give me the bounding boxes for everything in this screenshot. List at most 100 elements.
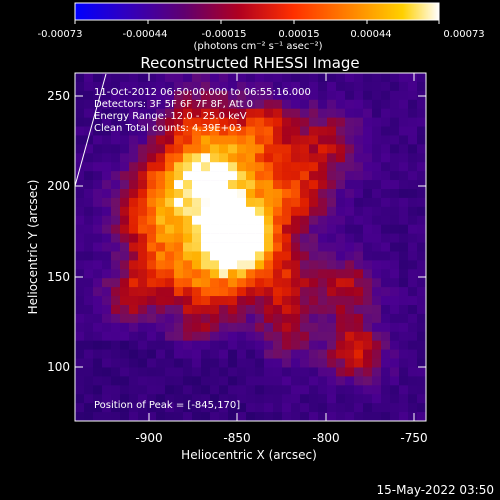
image-pixel: [147, 260, 157, 270]
image-pixel: [174, 162, 184, 172]
image-pixel: [192, 349, 202, 359]
image-pixel: [408, 224, 418, 234]
image-pixel: [336, 412, 346, 421]
image-pixel: [309, 81, 319, 92]
image-pixel: [228, 73, 238, 83]
image-pixel: [291, 233, 301, 243]
image-pixel: [273, 296, 283, 306]
image-pixel: [165, 180, 175, 190]
image-pixel: [345, 180, 355, 190]
image-pixel: [147, 189, 157, 199]
image-pixel: [120, 215, 130, 225]
image-pixel: [345, 215, 355, 225]
image-pixel: [345, 340, 355, 350]
image-pixel: [363, 144, 373, 154]
image-pixel: [354, 287, 364, 297]
image-pixel: [75, 233, 85, 243]
image-pixel: [336, 189, 346, 199]
image-pixel: [264, 269, 274, 279]
image-pixel: [129, 73, 139, 83]
image-pixel: [120, 269, 130, 279]
image-pixel: [129, 269, 139, 279]
image-pixel: [84, 269, 94, 279]
image-pixel: [147, 215, 157, 225]
image-pixel: [291, 153, 301, 163]
image-pixel: [192, 269, 202, 279]
image-pixel: [228, 349, 238, 359]
image-pixel: [174, 269, 184, 279]
image-pixel: [156, 180, 166, 190]
image-pixel: [327, 206, 337, 217]
image-pixel: [165, 322, 175, 333]
image-pixel: [237, 287, 247, 297]
image-pixel: [255, 126, 265, 136]
image-pixel: [147, 224, 157, 234]
image-pixel: [327, 81, 337, 92]
image-pixel: [399, 73, 409, 83]
image-pixel: [300, 394, 310, 404]
detectors-text: Detectors: 3F 5F 6F 7F 8F, Att 0: [94, 99, 253, 110]
image-pixel: [363, 153, 373, 163]
image-pixel: [408, 385, 418, 395]
image-pixel: [156, 99, 166, 109]
image-pixel: [138, 376, 148, 386]
image-pixel: [174, 73, 184, 83]
image-pixel: [417, 242, 426, 252]
image-pixel: [390, 81, 400, 92]
image-pixel: [210, 251, 220, 261]
image-pixel: [327, 322, 337, 333]
image-pixel: [336, 197, 346, 208]
image-pixel: [264, 108, 274, 118]
image-pixel: [273, 376, 283, 386]
image-pixel: [381, 296, 391, 306]
image-pixel: [192, 153, 202, 163]
image-pixel: [183, 305, 193, 315]
image-pixel: [273, 117, 283, 127]
image-pixel: [111, 340, 121, 350]
image-pixel: [75, 197, 85, 208]
image-pixel: [282, 215, 292, 225]
image-pixel: [237, 233, 247, 243]
image-pixel: [372, 376, 382, 386]
image-pixel: [390, 331, 400, 341]
image-pixel: [354, 90, 364, 101]
image-pixel: [120, 180, 130, 190]
image-pixel: [255, 180, 265, 190]
image-pixel: [111, 367, 121, 377]
image-pixel: [156, 135, 166, 145]
image-pixel: [156, 171, 166, 181]
image-pixel: [219, 349, 229, 359]
image-pixel: [111, 73, 121, 83]
image-pixel: [129, 403, 139, 413]
image-pixel: [84, 358, 94, 368]
image-pixel: [399, 412, 409, 421]
image-pixel: [147, 349, 157, 359]
image-pixel: [363, 403, 373, 413]
image-pixel: [237, 331, 247, 341]
image-pixel: [255, 322, 265, 333]
image-pixel: [273, 322, 283, 333]
image-pixel: [138, 340, 148, 350]
image-pixel: [219, 153, 229, 163]
image-pixel: [210, 206, 220, 217]
image-pixel: [102, 331, 112, 341]
image-pixel: [318, 269, 328, 279]
image-pixel: [102, 313, 112, 324]
image-pixel: [363, 73, 373, 83]
image-pixel: [417, 313, 426, 324]
image-pixel: [291, 385, 301, 395]
image-pixel: [336, 394, 346, 404]
image-pixel: [255, 162, 265, 172]
image-pixel: [255, 171, 265, 181]
image-pixel: [345, 197, 355, 208]
image-pixel: [75, 331, 85, 341]
image-pixel: [183, 144, 193, 154]
image-pixel: [336, 358, 346, 368]
image-pixel: [417, 162, 426, 172]
image-pixel: [138, 287, 148, 297]
image-pixel: [84, 215, 94, 225]
image-pixel: [246, 99, 256, 109]
image-pixel: [102, 180, 112, 190]
image-pixel: [174, 81, 184, 92]
